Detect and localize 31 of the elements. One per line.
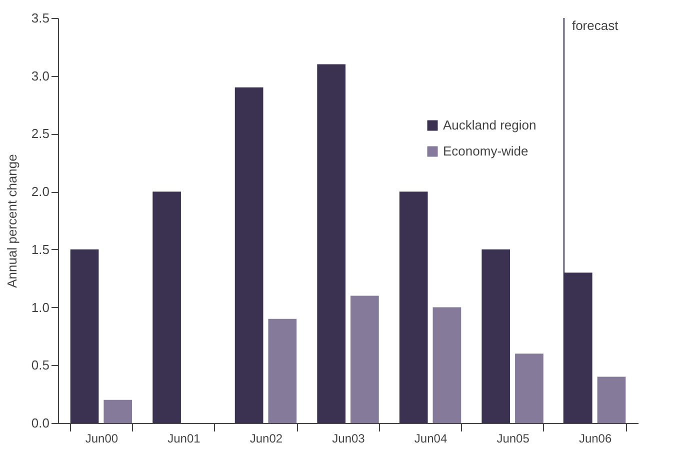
bar [515,354,544,423]
bar [152,192,181,423]
x-tick-label: Jun06 [578,432,612,446]
legend-label: Economy-wide [443,144,528,158]
x-tick-label: Jun05 [496,432,530,446]
x-tick-label: Jun03 [332,432,366,446]
y-tick-label: 0.5 [31,358,50,373]
y-tick-label: 3.0 [31,68,50,84]
x-tick-label: Jun02 [250,432,283,446]
bar [432,307,462,423]
bar [597,376,626,423]
y-tick-label: 1.5 [31,242,50,257]
bar [350,296,379,423]
x-tick-label: Jun01 [168,432,201,446]
y-tick-label: 2.0 [31,184,50,200]
x-tick-label: Jun00 [85,432,118,446]
bar [234,87,264,423]
y-tick-label: 3.5 [31,10,50,26]
y-tick-label: 0.0 [31,416,50,430]
bar [70,249,99,423]
ref-line-label: forecast [572,18,619,33]
bar [317,64,346,423]
x-tick-label: Jun04 [414,432,448,446]
y-tick-label: 2.5 [31,126,50,142]
bar [482,249,510,423]
y-tick-label: 1.0 [31,300,50,315]
bar [399,192,428,423]
bar [268,318,297,423]
y-axis-title: Annual percent change [4,154,20,288]
legend-label: Auckland region [443,118,536,132]
bar [104,400,132,423]
